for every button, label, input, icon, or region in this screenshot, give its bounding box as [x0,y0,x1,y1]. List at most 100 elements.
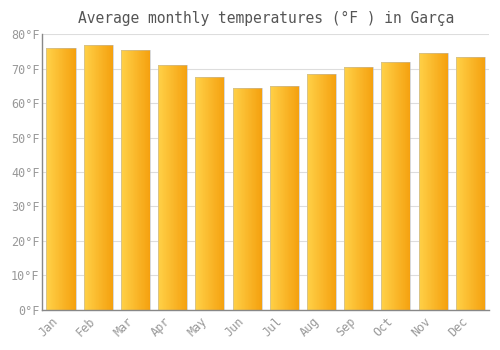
Bar [70,48,71,310]
Bar [370,67,371,310]
Bar [289,86,290,310]
Bar [168,65,169,310]
Bar [257,88,258,310]
Bar [346,67,347,310]
Bar [55,48,56,310]
Bar [472,57,473,310]
Bar [60,48,61,310]
Bar [424,53,425,310]
Bar [56,48,57,310]
Bar [388,62,389,310]
Bar [212,77,213,310]
Bar [46,48,47,310]
Bar [462,57,463,310]
Bar [355,67,356,310]
Bar [215,77,216,310]
Bar [282,86,283,310]
Bar [368,67,369,310]
Bar [429,53,430,310]
Bar [391,62,392,310]
Bar [310,74,311,310]
Bar [101,44,102,310]
Bar [149,50,150,310]
Bar [65,48,66,310]
Bar [430,53,431,310]
Bar [131,50,132,310]
Bar [180,65,181,310]
Bar [183,65,184,310]
Bar [312,74,314,310]
Bar [443,53,444,310]
Bar [439,53,440,310]
Bar [354,67,355,310]
Bar [132,50,133,310]
Bar [344,67,373,310]
Bar [393,62,394,310]
Bar [130,50,131,310]
Bar [387,62,388,310]
Bar [404,62,405,310]
Bar [422,53,423,310]
Title: Average monthly temperatures (°F ) in Garça: Average monthly temperatures (°F ) in Ga… [78,11,454,26]
Bar [323,74,324,310]
Bar [320,74,321,310]
Bar [279,86,280,310]
Bar [71,48,72,310]
Bar [356,67,357,310]
Bar [134,50,135,310]
Bar [64,48,65,310]
Bar [398,62,399,310]
Bar [292,86,293,310]
Bar [272,86,274,310]
Bar [91,44,92,310]
Bar [369,67,370,310]
Bar [111,44,112,310]
Bar [169,65,170,310]
Bar [176,65,178,310]
Bar [482,57,483,310]
Bar [196,77,224,310]
Bar [344,67,345,310]
Bar [73,48,74,310]
Bar [218,77,219,310]
Bar [275,86,276,310]
Bar [278,86,279,310]
Bar [122,50,124,310]
Bar [335,74,336,310]
Bar [68,48,69,310]
Bar [108,44,110,310]
Bar [274,86,275,310]
Bar [330,74,332,310]
Bar [432,53,433,310]
Bar [294,86,296,310]
Bar [247,88,248,310]
Bar [258,88,260,310]
Bar [406,62,407,310]
Bar [148,50,149,310]
Bar [146,50,147,310]
Bar [106,44,107,310]
Bar [462,57,464,310]
Bar [207,77,208,310]
Bar [235,88,236,310]
Bar [96,44,97,310]
Bar [202,77,203,310]
Bar [175,65,176,310]
Bar [142,50,143,310]
Bar [444,53,446,310]
Bar [89,44,90,310]
Bar [307,74,308,310]
Bar [128,50,129,310]
Bar [297,86,298,310]
Bar [261,88,262,310]
Bar [402,62,403,310]
Bar [251,88,252,310]
Bar [220,77,221,310]
Bar [167,65,168,310]
Bar [110,44,111,310]
Bar [418,53,448,310]
Bar [324,74,325,310]
Bar [361,67,362,310]
Bar [358,67,360,310]
Bar [121,50,150,310]
